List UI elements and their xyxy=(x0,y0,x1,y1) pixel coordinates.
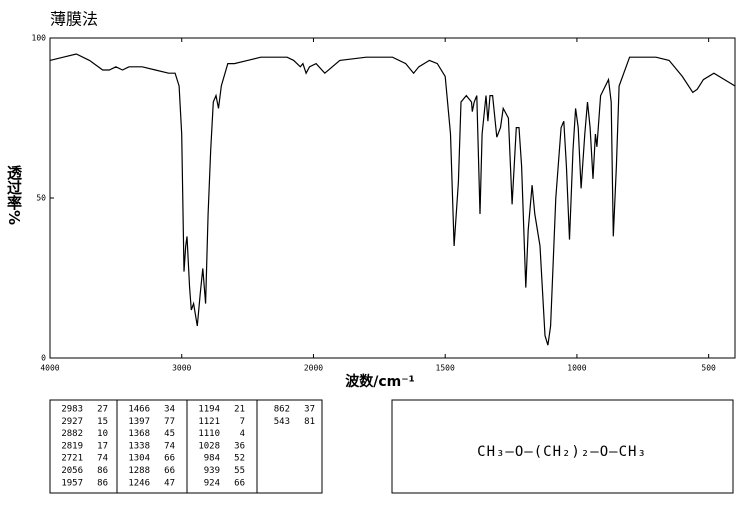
peak-transmittance: 10 xyxy=(97,429,108,439)
peak-wavenumber: 939 xyxy=(204,466,220,476)
peak-wavenumber: 2927 xyxy=(61,417,83,427)
peak-transmittance: 27 xyxy=(97,405,108,415)
y-tick-label: 100 xyxy=(32,34,47,43)
peak-wavenumber: 1110 xyxy=(198,429,220,439)
x-tick-label: 4000 xyxy=(40,364,59,373)
peak-transmittance: 81 xyxy=(304,417,315,427)
x-tick-label: 3000 xyxy=(172,364,191,373)
peak-wavenumber: 924 xyxy=(204,478,220,488)
x-tick-label: 1000 xyxy=(567,364,586,373)
x-axis-label: 波数/cm⁻¹ xyxy=(345,373,415,390)
peak-transmittance: 74 xyxy=(164,441,175,451)
peak-transmittance: 36 xyxy=(234,441,245,451)
peak-wavenumber: 543 xyxy=(274,417,290,427)
peak-transmittance: 47 xyxy=(164,478,175,488)
peak-table-frame xyxy=(49,399,323,494)
plot-frame xyxy=(49,37,736,359)
peak-wavenumber: 984 xyxy=(204,454,220,464)
peak-transmittance: 21 xyxy=(234,405,245,415)
peak-transmittance: 86 xyxy=(97,478,108,488)
peak-transmittance: 15 xyxy=(97,417,108,427)
peak-wavenumber: 2721 xyxy=(61,454,83,464)
peak-wavenumber: 2056 xyxy=(61,466,83,476)
peak-wavenumber: 1028 xyxy=(198,441,220,451)
peak-wavenumber: 2882 xyxy=(61,429,83,439)
peak-wavenumber: 2983 xyxy=(61,405,83,415)
chart-title: 薄膜法 xyxy=(50,10,98,29)
peak-transmittance: 86 xyxy=(97,466,108,476)
peak-wavenumber: 1194 xyxy=(198,405,220,415)
y-tick-label: 0 xyxy=(41,354,46,363)
peak-transmittance: 17 xyxy=(97,441,108,451)
y-tick-label: 50 xyxy=(36,194,46,203)
peak-transmittance: 66 xyxy=(164,454,175,464)
formula-frame xyxy=(391,399,734,494)
x-tick-label: 500 xyxy=(701,364,716,373)
peak-wavenumber: 862 xyxy=(274,405,290,415)
peak-wavenumber: 1288 xyxy=(128,466,150,476)
peak-transmittance: 74 xyxy=(97,454,108,464)
peak-transmittance: 77 xyxy=(164,417,175,427)
peak-wavenumber: 1338 xyxy=(128,441,150,451)
peak-wavenumber: 1957 xyxy=(61,478,83,488)
peak-wavenumber: 2819 xyxy=(61,441,83,451)
x-tick-label: 2000 xyxy=(304,364,323,373)
peak-wavenumber: 1304 xyxy=(128,454,150,464)
peak-transmittance: 55 xyxy=(234,466,245,476)
y-axis-label: 透过率% xyxy=(5,165,23,225)
peak-wavenumber: 1121 xyxy=(198,417,220,427)
peak-wavenumber: 1397 xyxy=(128,417,150,427)
peak-wavenumber: 1246 xyxy=(128,478,150,488)
peak-transmittance: 34 xyxy=(164,405,175,415)
peak-transmittance: 37 xyxy=(304,405,315,415)
peak-transmittance: 7 xyxy=(240,417,245,427)
peak-wavenumber: 1466 xyxy=(128,405,150,415)
peak-transmittance: 66 xyxy=(234,478,245,488)
x-tick-label: 1500 xyxy=(436,364,455,373)
peak-transmittance: 45 xyxy=(164,429,175,439)
peak-transmittance: 52 xyxy=(234,454,245,464)
peak-transmittance: 4 xyxy=(240,429,245,439)
structural-formula: CH₃—O—(CH₂)₂—O—CH₃ xyxy=(477,444,647,460)
spectrum-line xyxy=(49,53,736,346)
peak-wavenumber: 1368 xyxy=(128,429,150,439)
peak-transmittance: 66 xyxy=(164,466,175,476)
